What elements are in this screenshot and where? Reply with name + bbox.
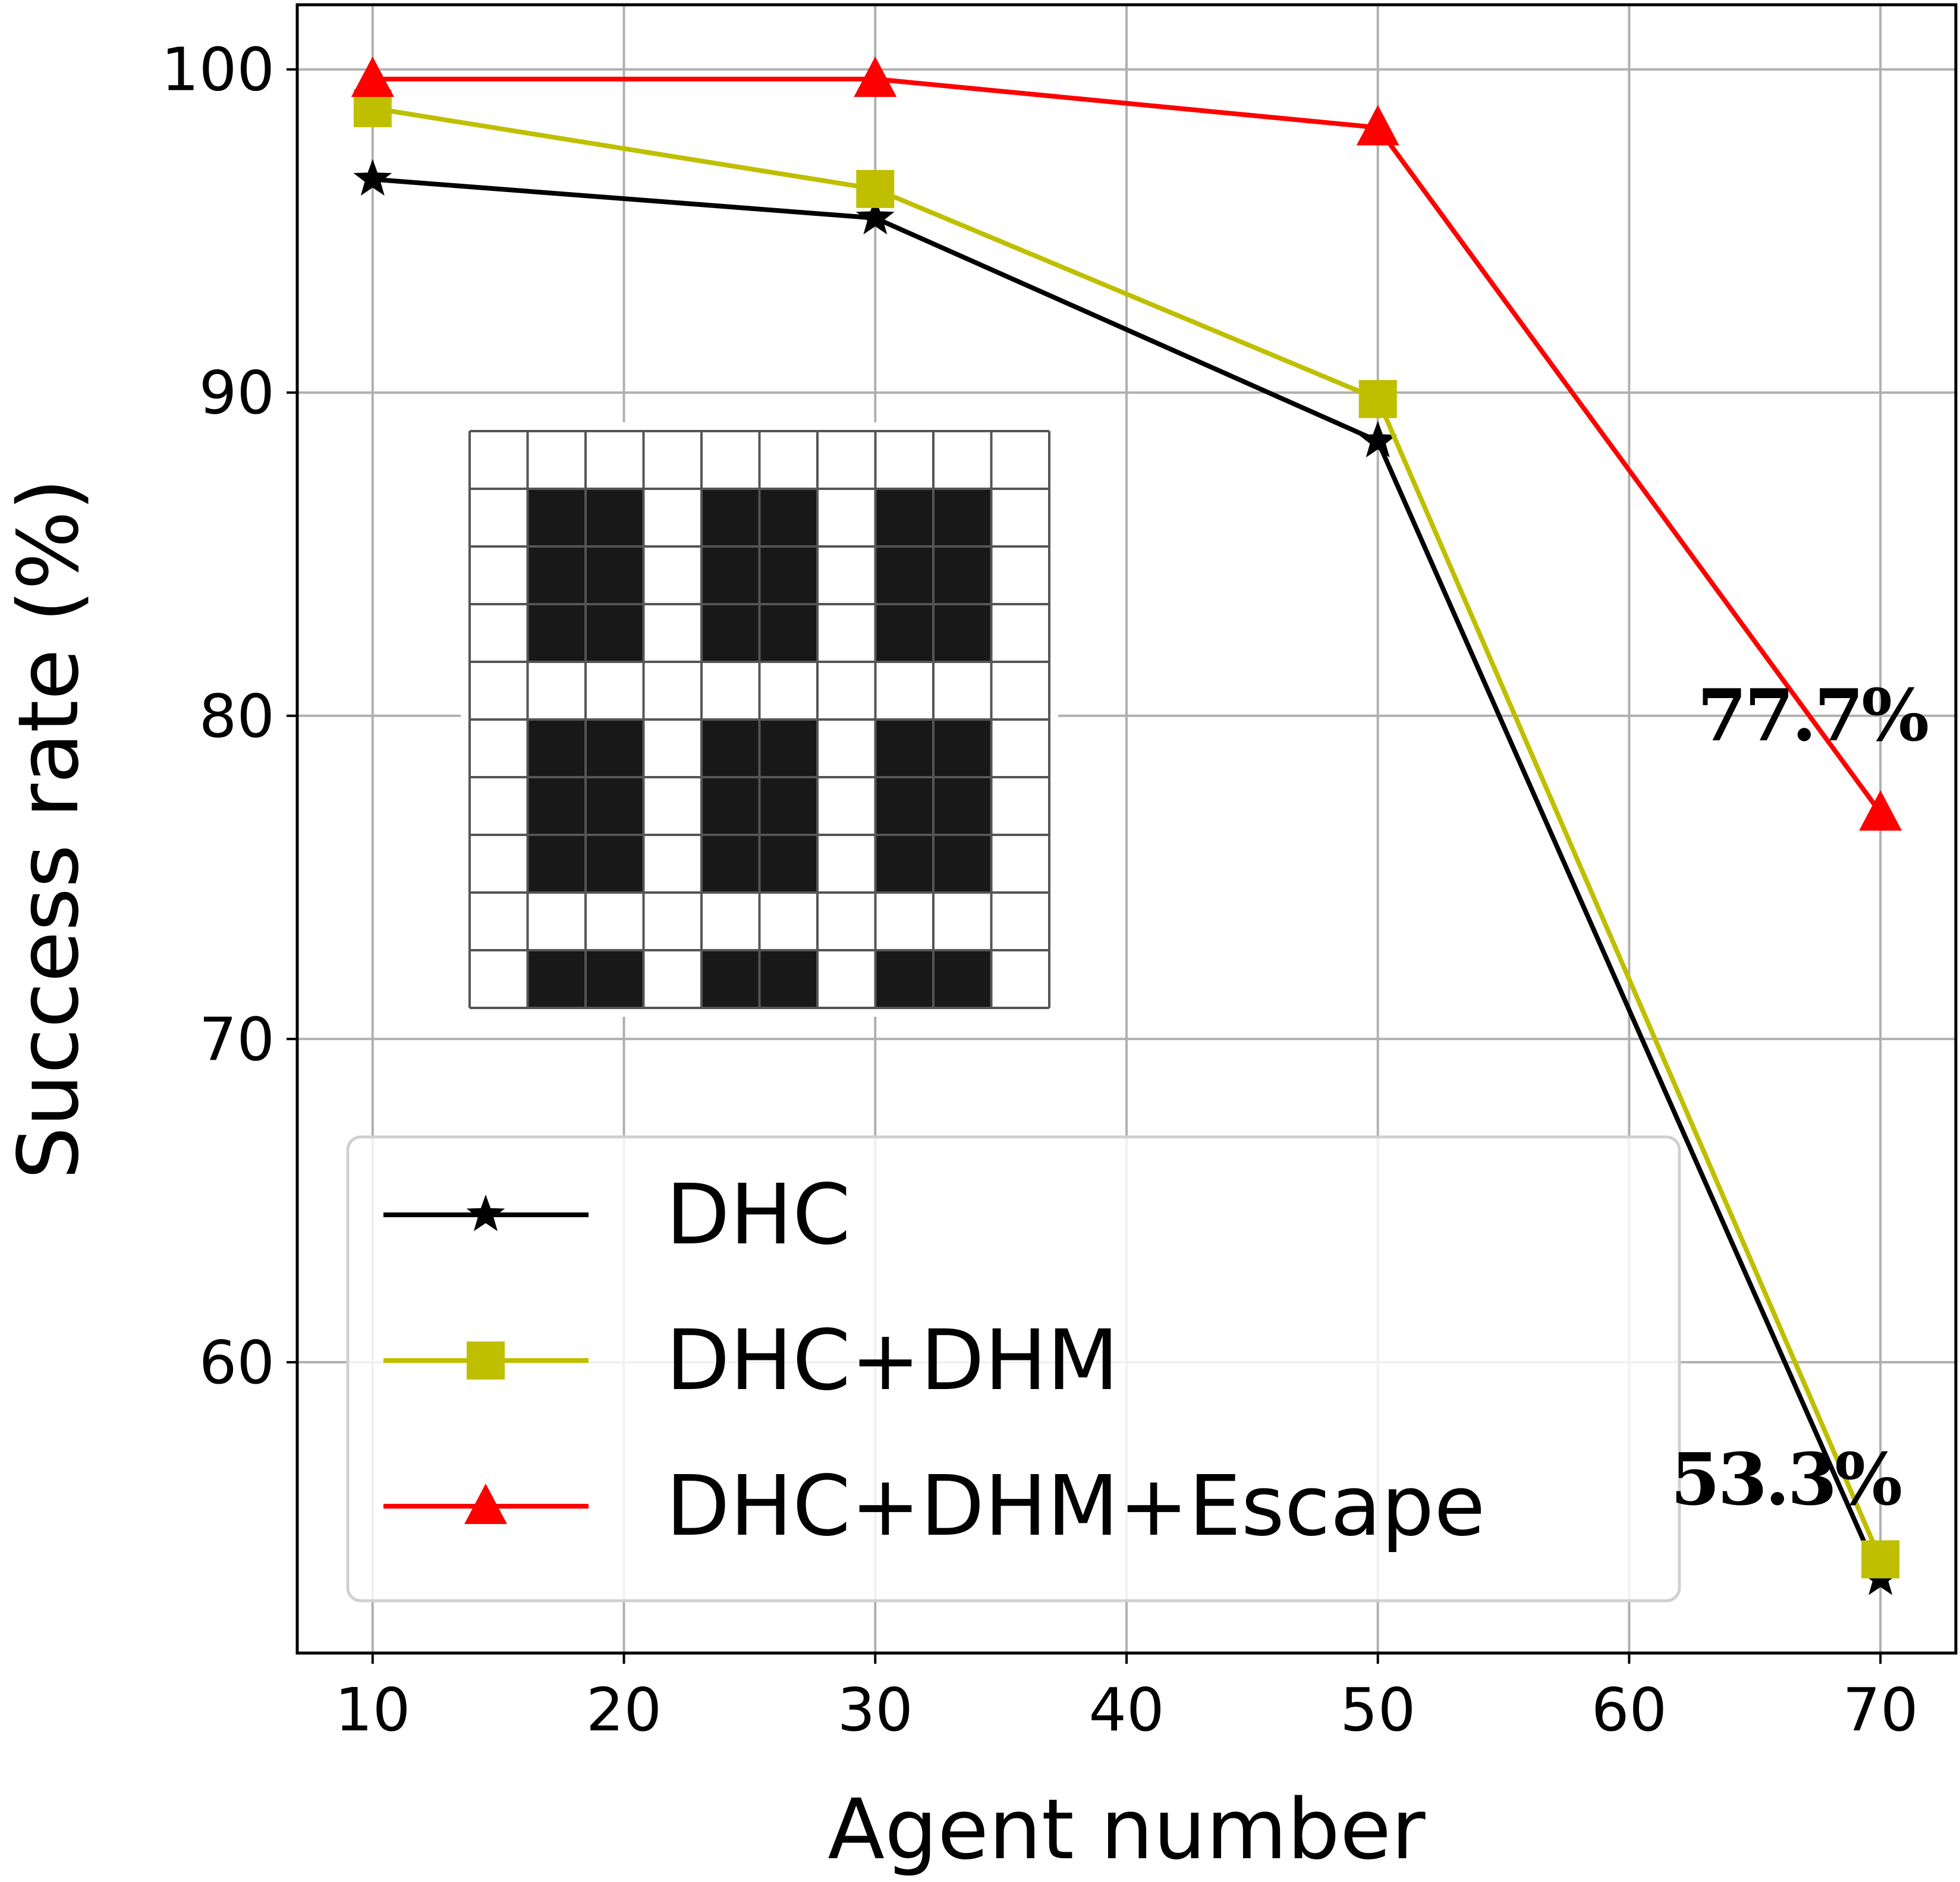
legend-marker-triangle (464, 1484, 507, 1524)
inset-obstacle-cell (875, 604, 933, 662)
inset-obstacle-cell (933, 720, 992, 777)
data-point-square (856, 169, 895, 208)
data-point-triangle (854, 56, 897, 98)
y-tick-label: 90 (199, 358, 275, 428)
legend-marker-square (467, 1341, 505, 1380)
x-tick-label: 40 (1088, 1675, 1164, 1745)
inset-obstacle-cell (586, 835, 644, 893)
inset-obstacle-cell (759, 604, 817, 662)
inset-obstacle-cell (759, 489, 817, 546)
legend-marker-star (466, 1195, 505, 1231)
x-tick-label: 70 (1843, 1675, 1918, 1745)
inset-obstacle-cell (759, 546, 817, 604)
inset-obstacle-cell (759, 835, 817, 893)
data-point-triangle (351, 56, 394, 98)
inset-obstacle-cell (759, 720, 817, 777)
legend-label: DHC+DHM+Escape (666, 1458, 1485, 1555)
x-tick-label: 10 (335, 1675, 410, 1745)
x-tick-label: 60 (1591, 1675, 1667, 1745)
inset-obstacle-cell (527, 950, 586, 1008)
inset-obstacle-cell (527, 835, 586, 893)
inset-obstacle-cell (933, 489, 992, 546)
data-point-square (1358, 380, 1397, 419)
data-point-triangle (1859, 790, 1902, 831)
annotation-label: 53.3% (1670, 1438, 1901, 1522)
legend-box (346, 1135, 1681, 1603)
inset-obstacle-cell (933, 604, 992, 662)
series-line (372, 77, 1883, 815)
inset-obstacle-cell (527, 546, 586, 604)
annotations: 77.7% 53.3% (1670, 674, 1930, 1522)
ticks: 10 20 30 40 50 60 70 60 70 80 90 100 (161, 35, 1918, 1745)
inset-obstacle-cell (933, 777, 992, 835)
inset-obstacle-cell (759, 777, 817, 835)
inset-obstacle-cell (701, 835, 760, 893)
data-point-star (1358, 420, 1398, 458)
inset-obstacle-cell (759, 950, 817, 1008)
legend-entry: DHC (383, 1167, 851, 1264)
inset-obstacle-cell (933, 835, 992, 893)
legend-entry: DHC+DHM (383, 1312, 1119, 1409)
inset-obstacle-cell (586, 720, 644, 777)
y-tick-label: 70 (199, 1004, 275, 1074)
series-line (372, 105, 1883, 1560)
inset-obstacle-cell (875, 950, 933, 1008)
data-point-square (1861, 1540, 1900, 1579)
inset-obstacle-cell (701, 489, 760, 546)
data-point-star (855, 197, 895, 235)
legend: DHC DHC+DHM DHC+DHM+Escape (346, 1135, 1681, 1603)
inset-obstacle-cell (701, 604, 760, 662)
legend-entry: DHC+DHM+Escape (383, 1458, 1485, 1555)
series-layer (351, 56, 1902, 1595)
legend-label: DHC+DHM (666, 1312, 1119, 1409)
inset-obstacle-cell (701, 720, 760, 777)
inset-obstacle-cell (875, 489, 933, 546)
inset-obstacle-cell (586, 489, 644, 546)
series-dhc-dhm-escape (351, 56, 1902, 831)
inset-obstacle-cell (586, 546, 644, 604)
inset-obstacle-cell (586, 950, 644, 1008)
inset-obstacle-cell (875, 835, 933, 893)
x-tick-label: 20 (586, 1675, 662, 1745)
data-point-star (353, 159, 392, 196)
y-axis-title: Success rate (%) (1, 478, 97, 1179)
grid-map-inset (461, 422, 1058, 1017)
inset-obstacle-cell (527, 604, 586, 662)
legend-label: DHC (666, 1167, 851, 1264)
x-tick-label: 30 (838, 1675, 913, 1745)
y-tick-label: 100 (161, 35, 275, 105)
inset-obstacle-cell (701, 546, 760, 604)
inset-obstacle-cell (527, 720, 586, 777)
inset-obstacle-cell (586, 777, 644, 835)
x-tick-label: 50 (1340, 1675, 1415, 1745)
x-axis-title: Agent number (828, 1782, 1426, 1878)
inset-obstacle-cell (701, 950, 760, 1008)
annotation-label: 77.7% (1697, 674, 1928, 758)
inset-obstacle-cell (875, 546, 933, 604)
series-dhc-dhm (353, 89, 1900, 1579)
y-tick-label: 80 (199, 681, 275, 751)
inset-obstacle-cell (701, 777, 760, 835)
inset-obstacle-cell (875, 777, 933, 835)
inset-obstacle-cell (527, 489, 586, 546)
y-tick-label: 60 (199, 1328, 275, 1397)
inset-obstacle-cell (586, 604, 644, 662)
inset-obstacle-cell (933, 546, 992, 604)
data-point-triangle (1356, 105, 1399, 146)
series-line (372, 177, 1883, 1580)
inset-obstacle-cell (875, 720, 933, 777)
inset-obstacle-cell (527, 777, 586, 835)
inset-obstacle-cell (933, 950, 992, 1008)
